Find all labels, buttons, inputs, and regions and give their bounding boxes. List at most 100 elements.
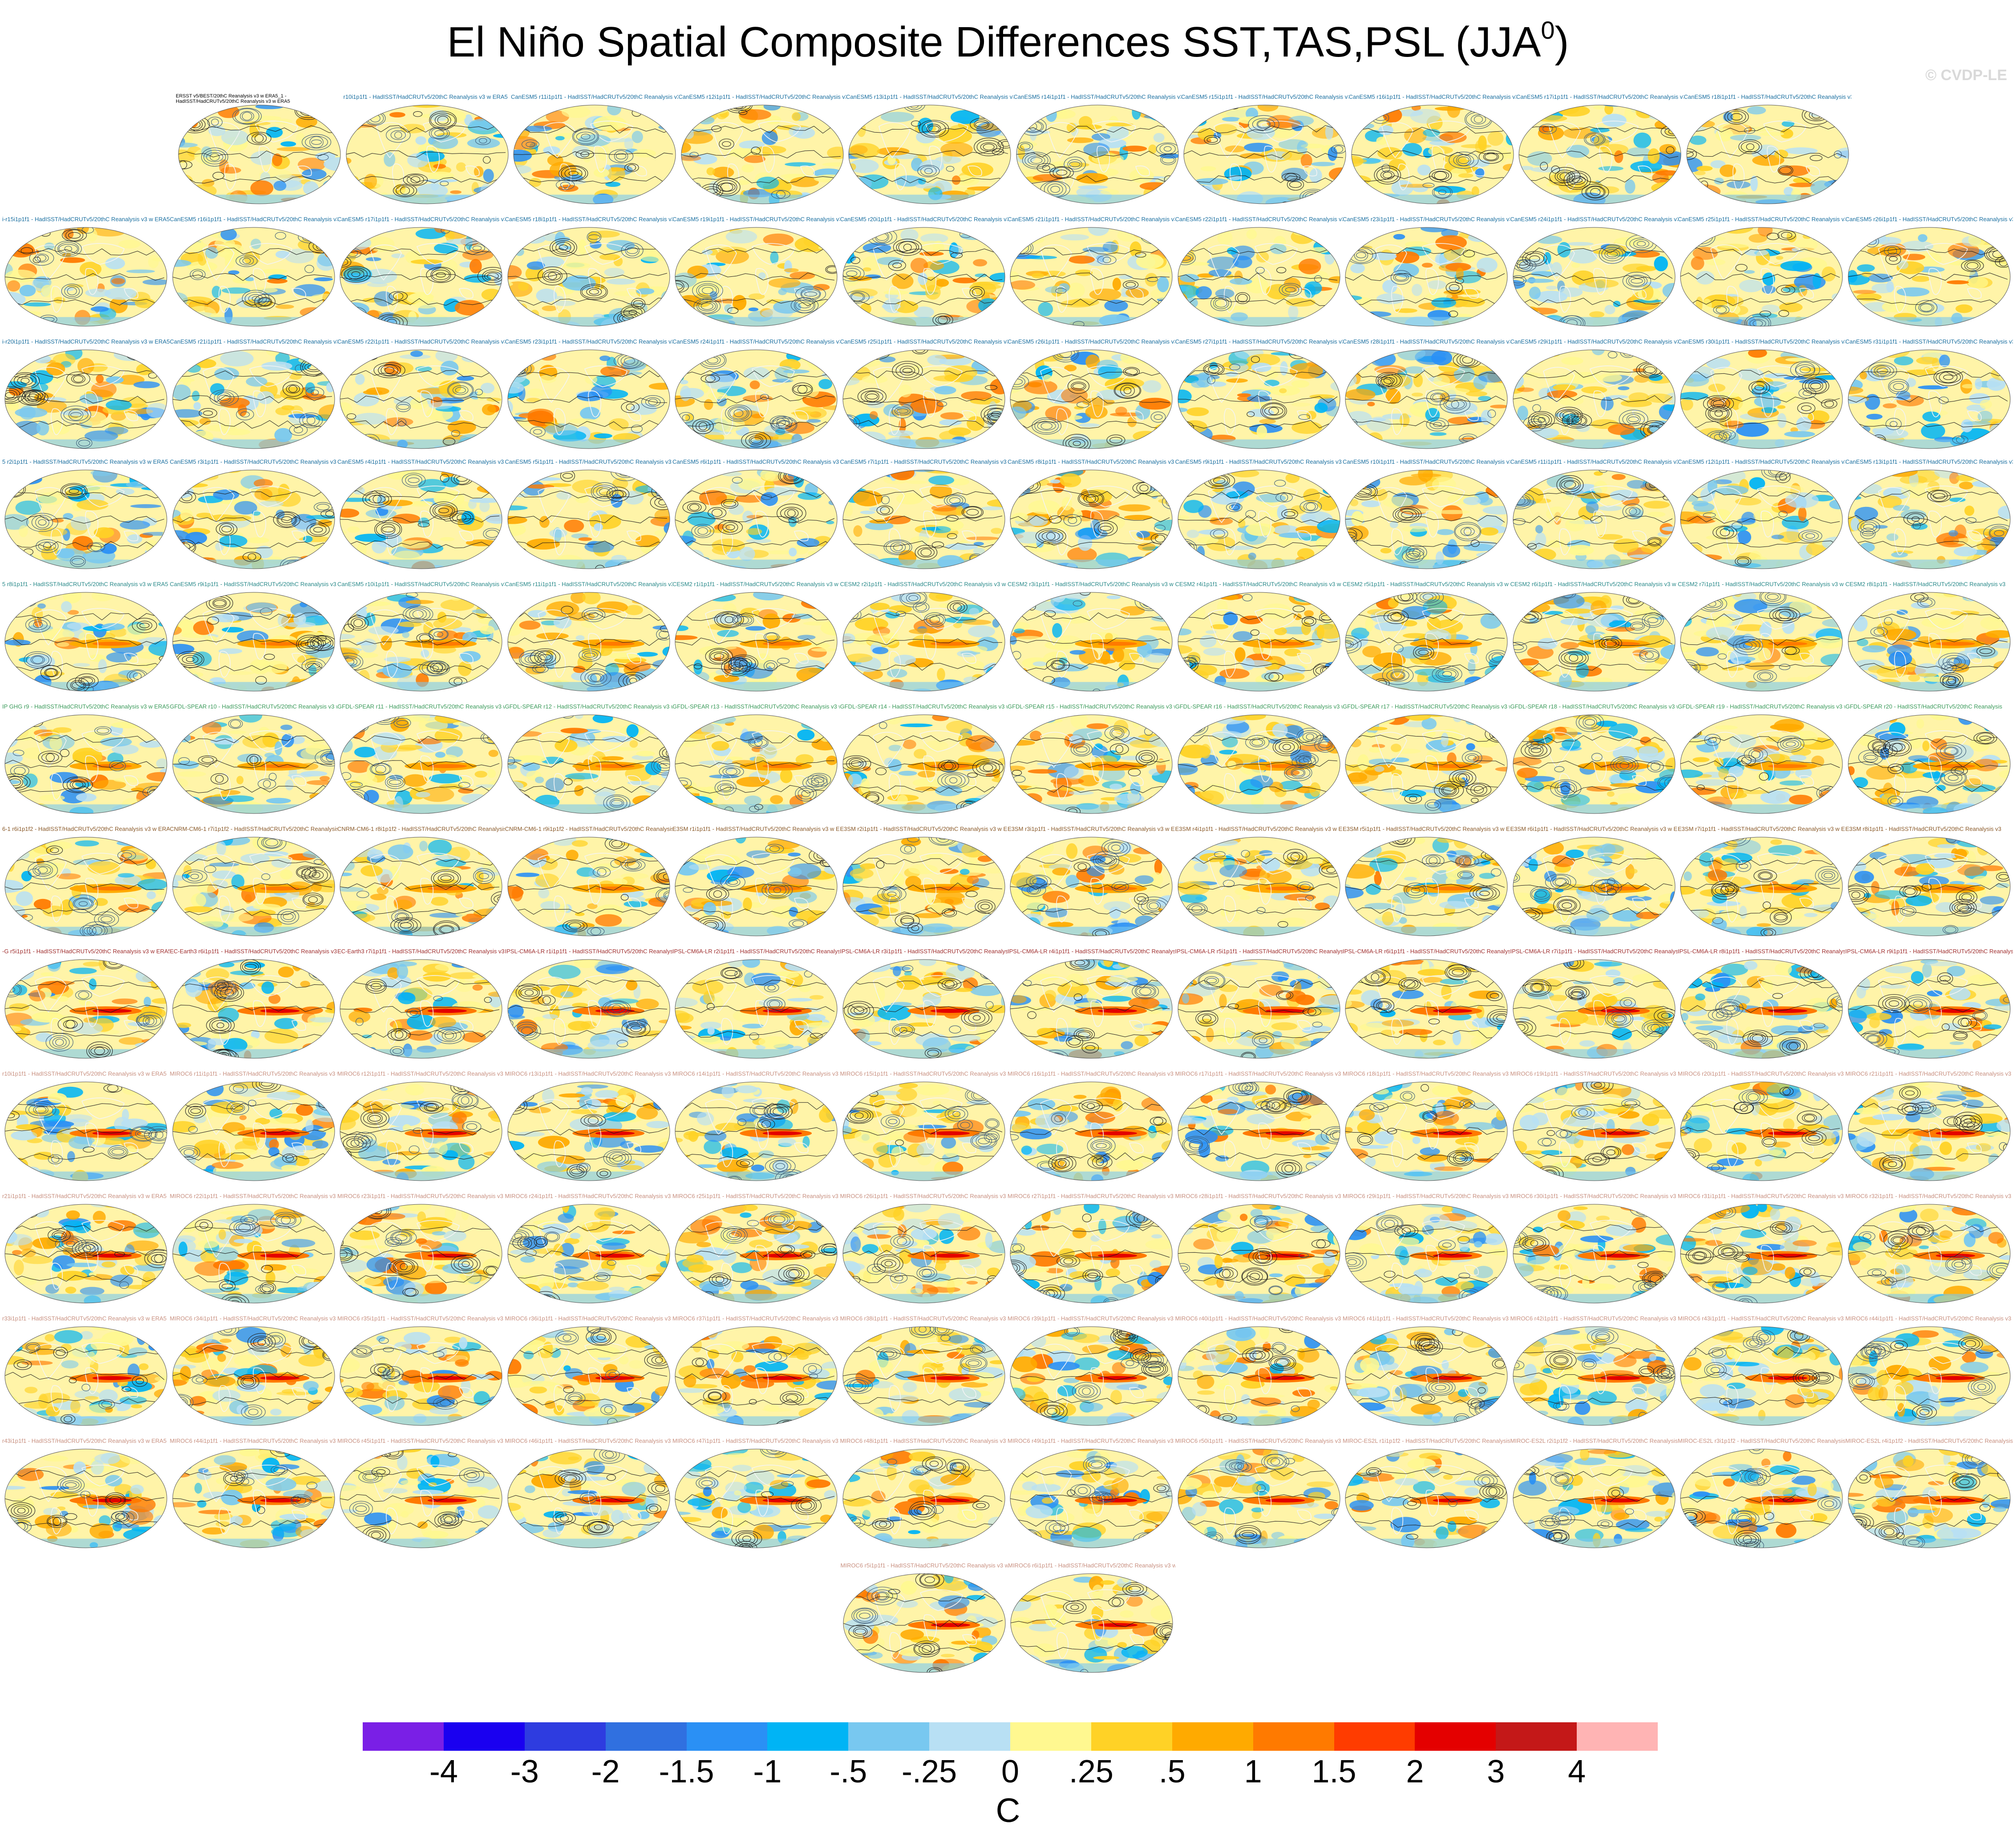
map-panel: CanESM5 r8i1p1f1 - HadISST/HadCRUTv5/20t… <box>1008 458 1175 579</box>
composite-map <box>340 470 502 569</box>
colorbar-tick-label: -1.5 <box>659 1754 714 1789</box>
panel-label: MIROC6 r25i1p1f1 - HadISST/HadCRUTv5/20t… <box>672 1193 840 1199</box>
map-panel: MIROC6 r21i1p1f1 - HadISST/HadCRUTv5/20t… <box>1846 1070 2013 1190</box>
panel-label: MIROC6 r41i1p1f1 - HadISST/HadCRUTv5/20t… <box>1343 1315 1510 1322</box>
composite-map <box>172 1449 335 1548</box>
composite-map <box>340 1204 502 1304</box>
panel-label: GFDL-SPEAR r13 - HadISST/HadCRUTv5/20thC… <box>672 703 840 710</box>
composite-map <box>675 1449 838 1548</box>
panel-label: CanESM5 r21i1p1f1 - HadISST/HadCRUTv5/20… <box>1008 216 1175 223</box>
composite-map <box>1513 959 1675 1059</box>
panel-label: CanESM5 r4i1p1f1 - HadISST/HadCRUTv5/20t… <box>337 458 505 465</box>
composite-map <box>675 227 838 327</box>
panel-label: CanESM5 r17i1p1f1 - HadISST/HadCRUTv5/20… <box>1516 93 1684 100</box>
map-panel: E3SM r1i1p1f1 - HadISST/HadCRUTv5/20thC … <box>672 826 840 946</box>
panel-label: CanESM5 r11i1p1f1 - HadISST/HadCRUTv5/20… <box>1510 458 1678 465</box>
map-panel: r43i1p1f1 - HadISST/HadCRUTv5/20thC Rean… <box>2 1437 170 1558</box>
panel-label: GFDL-SPEAR r16 - HadISST/HadCRUTv5/20thC… <box>1175 703 1343 710</box>
map-panel: MIROC6 r39i1p1f1 - HadISST/HadCRUTv5/20t… <box>1008 1315 1175 1435</box>
panel-label: CanESM5 r11i1p1f1 - HadISST/HadCRUTv5/20… <box>511 93 678 100</box>
composite-map <box>675 959 838 1059</box>
panel-label: MIROC6 r40i1p1f1 - HadISST/HadCRUTv5/20t… <box>1175 1315 1343 1322</box>
map-panel: GFDL-SPEAR r18 - HadISST/HadCRUTv5/20thC… <box>1510 703 1678 823</box>
panel-label: MIROC6 r6i1p1f1 - HadISST/HadCRUTv5/20th… <box>1008 1562 1175 1569</box>
map-panel: CanESM5 r28i1p1f1 - HadISST/HadCRUTv5/20… <box>1343 338 1510 458</box>
map-panel: EC-Earth3 r6i1p1f1 - HadISST/HadCRUTv5/2… <box>170 948 337 1068</box>
map-panel: MIROC6 r28i1p1f1 - HadISST/HadCRUTv5/20t… <box>1175 1193 1343 1313</box>
map-panel: CanESM5 r23i1p1f1 - HadISST/HadCRUTv5/20… <box>505 338 672 458</box>
map-panel: MIROC6 r19i1p1f1 - HadISST/HadCRUTv5/20t… <box>1510 1070 1678 1190</box>
panel-label: MIROC-ES2L r2i1p1f2 - HadISST/HadCRUTv5/… <box>1510 1437 1678 1444</box>
panel-label: MIROC6 r30i1p1f1 - HadISST/HadCRUTv5/20t… <box>1510 1193 1678 1199</box>
composite-map <box>675 837 838 936</box>
composite-map <box>340 592 502 692</box>
map-panel: MIROC6 r11i1p1f1 - HadISST/HadCRUTv5/20t… <box>170 1070 337 1190</box>
map-panel: EC-Earth3 r7i1p1f1 - HadISST/HadCRUTv5/2… <box>337 948 505 1068</box>
panel-label: MIROC6 r21i1p1f1 - HadISST/HadCRUTv5/20t… <box>1845 1070 2012 1077</box>
page-title: El Niño Spatial Composite Differences SS… <box>0 16 2016 67</box>
map-panel: MIROC6 r24i1p1f1 - HadISST/HadCRUTv5/20t… <box>505 1193 672 1313</box>
map-panel: r10i1p1f1 - HadISST/HadCRUTv5/20thC Rean… <box>2 1070 170 1190</box>
panel-label: CanESM5 r16i1p1f1 - HadISST/HadCRUTv5/20… <box>170 216 337 223</box>
panel-label: MIROC6 r29i1p1f1 - HadISST/HadCRUTv5/20t… <box>1343 1193 1510 1199</box>
panel-label: CanESM5 r19i1p1f1 - HadISST/HadCRUTv5/20… <box>672 216 840 223</box>
panel-label: CanESM5 r14i1p1f1 - HadISST/HadCRUTv5/20… <box>1013 93 1181 100</box>
composite-map <box>1680 837 1843 936</box>
map-panel: IP GHG r9 - HadISST/HadCRUTv5/20thC Rean… <box>2 703 170 823</box>
map-panel: MIROC6 r50i1p1f1 - HadISST/HadCRUTv5/20t… <box>1175 1437 1343 1558</box>
map-panel: CanESM5 r19i1p1f1 - HadISST/HadCRUTv5/20… <box>672 216 840 336</box>
map-panel: CESM2 r6i1p1f1 - HadISST/HadCRUTv5/20thC… <box>1510 581 1678 701</box>
composite-map <box>172 227 335 327</box>
composite-map <box>172 592 335 692</box>
composite-map <box>1686 105 1849 204</box>
panel-label: MIROC6 r20i1p1f1 - HadISST/HadCRUTv5/20t… <box>1678 1070 1845 1077</box>
composite-map <box>4 959 167 1059</box>
composite-map <box>848 105 1011 204</box>
map-panel: E3SM r7i1p1f1 - HadISST/HadCRUTv5/20thC … <box>1678 826 1845 946</box>
map-panel: CNRM-CM6-1 r7i1p1f2 - HadISST/HadCRUTv5/… <box>170 826 337 946</box>
map-panel: CanESM5 r10i1p1f1 - HadISST/HadCRUTv5/20… <box>1343 458 1510 579</box>
composite-map <box>1848 349 2010 449</box>
panel-label: CanESM5 r26i1p1f1 - HadISST/HadCRUTv5/20… <box>1008 338 1175 345</box>
map-panel: CanESM5 r12i1p1f1 - HadISST/HadCRUTv5/20… <box>1678 458 1845 579</box>
composite-map <box>1178 1204 1340 1304</box>
colorbar-swatch <box>1010 1722 1091 1751</box>
composite-map <box>1513 470 1675 569</box>
panel-label: GFDL-SPEAR r15 - HadISST/HadCRUTv5/20thC… <box>1008 703 1175 710</box>
map-panel: CanESM5 r24i1p1f1 - HadISST/HadCRUTv5/20… <box>672 338 840 458</box>
map-panel: GFDL-SPEAR r13 - HadISST/HadCRUTv5/20thC… <box>672 703 840 823</box>
composite-map <box>340 1081 502 1181</box>
map-panel: MIROC6 r34i1p1f1 - HadISST/HadCRUTv5/20t… <box>170 1315 337 1435</box>
map-panel: GFDL-SPEAR r10 - HadISST/HadCRUTv5/20thC… <box>170 703 337 823</box>
map-panel: CanESM5 r15i1p1f1 - HadISST/HadCRUTv5/20… <box>1181 93 1348 214</box>
colorbar-tick-label: -.5 <box>830 1754 867 1789</box>
map-panel: MIROC-ES2L r4i1p1f2 - HadISST/HadCRUTv5/… <box>1846 1437 2013 1558</box>
panel-label: MIROC6 r26i1p1f1 - HadISST/HadCRUTv5/20t… <box>840 1193 1008 1199</box>
map-panel: GFDL-SPEAR r14 - HadISST/HadCRUTv5/20thC… <box>840 703 1008 823</box>
map-panel: CanESM5 r11i1p1f1 - HadISST/HadCRUTv5/20… <box>505 581 672 701</box>
panel-label: E3SM r1i1p1f1 - HadISST/HadCRUTv5/20thC … <box>672 826 840 832</box>
panel-label: CESM2 r8i1p1f1 - HadISST/HadCRUTv5/20thC… <box>1845 581 2006 587</box>
composite-map <box>1848 1081 2010 1181</box>
map-panel: CanESM5 r6i1p1f1 - HadISST/HadCRUTv5/20t… <box>672 458 840 579</box>
panel-label: MIROC6 r38i1p1f1 - HadISST/HadCRUTv5/20t… <box>840 1315 1008 1322</box>
panel-label: CanESM5 r18i1p1f1 - HadISST/HadCRUTv5/20… <box>1684 93 1851 100</box>
composite-map <box>340 1326 502 1426</box>
panel-label: ERSST v5/BEST/20thC Reanalysis v3 w ERA5… <box>176 93 290 104</box>
map-panel: MIROC-ES2L r3i1p1f2 - HadISST/HadCRUTv5/… <box>1678 1437 1845 1558</box>
panel-label: MIROC-ES2L r4i1p1f2 - HadISST/HadCRUTv5/… <box>1845 1437 2013 1444</box>
map-panel: E3SM r6i1p1f1 - HadISST/HadCRUTv5/20thC … <box>1510 826 1678 946</box>
panel-label: CanESM5 r10i1p1f1 - HadISST/HadCRUTv5/20… <box>1343 458 1510 465</box>
composite-map <box>513 105 676 204</box>
panel-label: CanESM5 r22i1p1f1 - HadISST/HadCRUTv5/20… <box>1175 216 1343 223</box>
composite-map <box>1513 1326 1675 1426</box>
panel-label: CanESM5 r26i1p1f1 - HadISST/HadCRUTv5/20… <box>1845 216 2013 223</box>
map-panel: CanESM5 r18i1p1f1 - HadISST/HadCRUTv5/20… <box>1684 93 1851 214</box>
map-panel: MIROC6 r32i1p1f1 - HadISST/HadCRUTv5/20t… <box>1846 1193 2013 1313</box>
composite-map <box>1513 349 1675 449</box>
colorbar-tick-label: 1 <box>1244 1754 1262 1789</box>
colorbar-swatch <box>1253 1722 1334 1751</box>
composite-map <box>675 1326 838 1426</box>
map-panel: IPSL-CM6A-LR r7i1p1f1 - HadISST/HadCRUTv… <box>1510 948 1678 1068</box>
map-panel: IPSL-CM6A-LR r6i1p1f1 - HadISST/HadCRUTv… <box>1343 948 1510 1068</box>
